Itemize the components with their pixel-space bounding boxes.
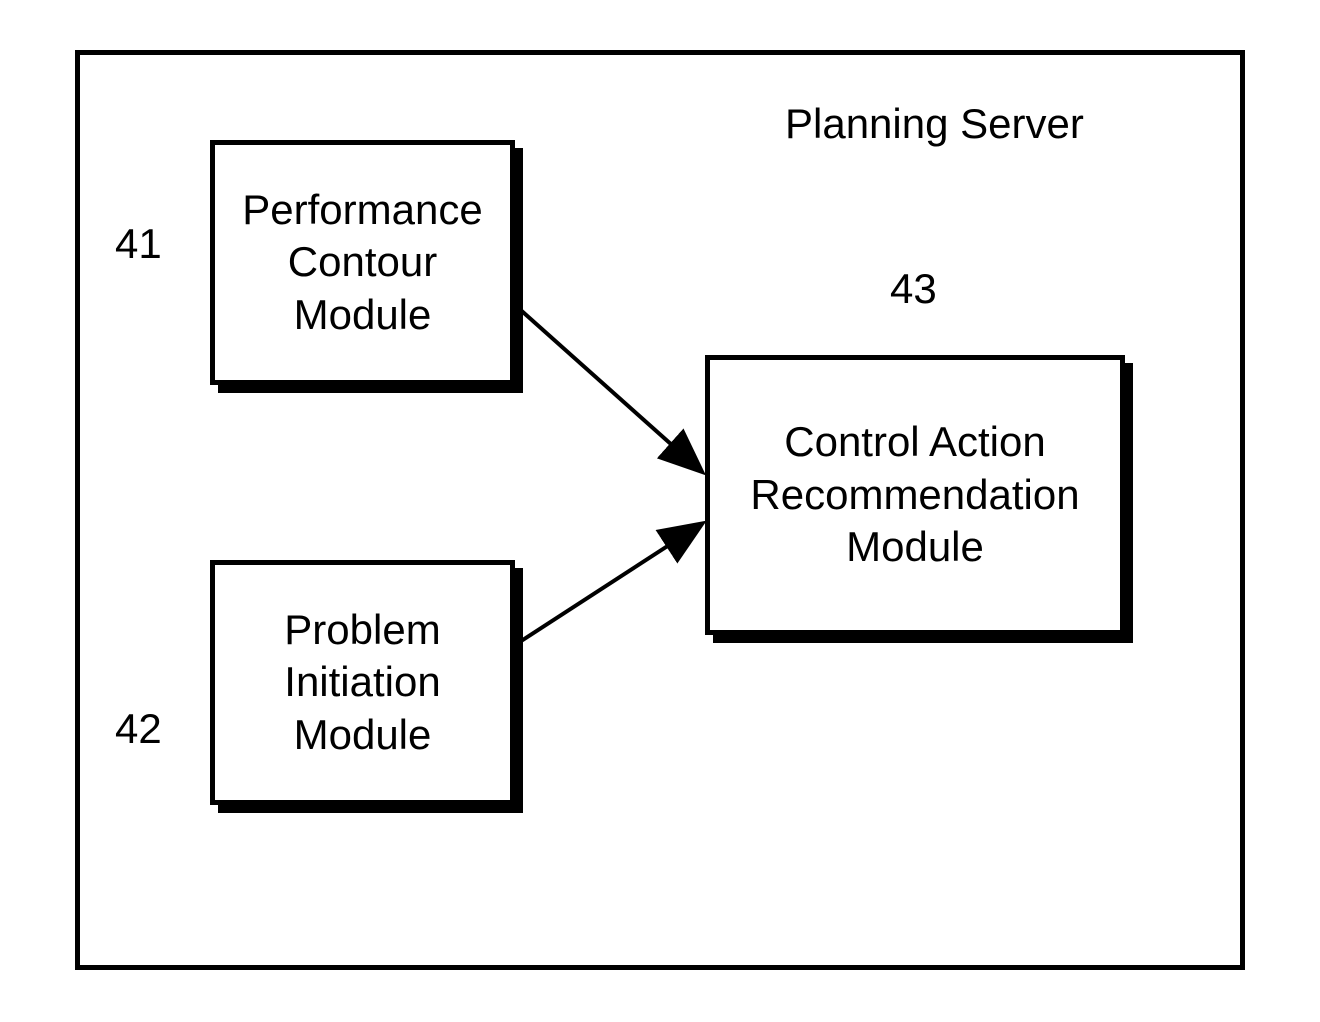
ref-41: 41 bbox=[115, 220, 162, 268]
ref-43: 43 bbox=[890, 265, 937, 313]
node-41-label: PerformanceContourModule bbox=[242, 184, 482, 342]
edge-42-to-43 bbox=[515, 525, 700, 645]
node-42-label: ProblemInitiationModule bbox=[284, 604, 440, 762]
node-43-label: Control ActionRecommendationModule bbox=[750, 416, 1079, 574]
node-43: Control ActionRecommendationModule bbox=[705, 355, 1125, 635]
container-title: Planning Server bbox=[785, 100, 1084, 148]
edge-41-to-43 bbox=[515, 305, 700, 470]
node-41: PerformanceContourModule bbox=[210, 140, 515, 385]
node-42: ProblemInitiationModule bbox=[210, 560, 515, 805]
planning-server-container: Planning Server PerformanceContourModule… bbox=[75, 50, 1245, 970]
ref-42: 42 bbox=[115, 705, 162, 753]
